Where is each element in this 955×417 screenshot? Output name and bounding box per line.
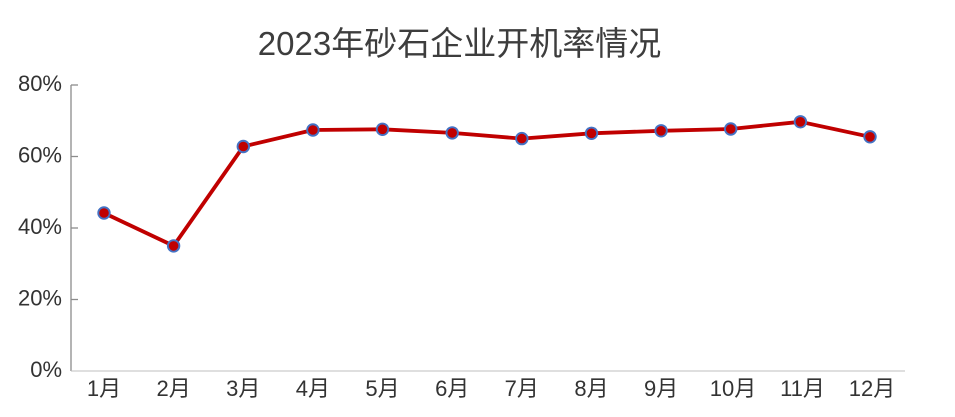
svg-text:12月: 12月 xyxy=(849,376,895,401)
svg-text:8月: 8月 xyxy=(574,376,608,401)
svg-text:20%: 20% xyxy=(18,286,62,311)
svg-text:40%: 40% xyxy=(18,214,62,239)
svg-text:1月: 1月 xyxy=(87,376,121,401)
svg-text:10月: 10月 xyxy=(710,376,756,401)
svg-text:9月: 9月 xyxy=(644,376,678,401)
svg-text:6月: 6月 xyxy=(435,376,469,401)
svg-text:2月: 2月 xyxy=(156,376,190,401)
svg-text:4月: 4月 xyxy=(296,376,330,401)
svg-text:60%: 60% xyxy=(18,143,62,168)
svg-text:7月: 7月 xyxy=(505,376,539,401)
svg-text:5月: 5月 xyxy=(365,376,399,401)
svg-text:11月: 11月 xyxy=(780,376,825,401)
svg-text:80%: 80% xyxy=(18,71,62,96)
svg-text:0%: 0% xyxy=(30,357,62,382)
svg-text:3月: 3月 xyxy=(226,376,260,401)
